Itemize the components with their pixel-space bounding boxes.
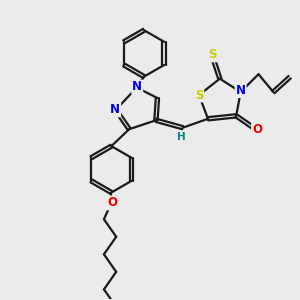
Text: H: H: [177, 132, 186, 142]
Text: O: O: [252, 123, 262, 136]
Text: S: S: [208, 48, 217, 62]
Text: N: N: [132, 80, 142, 94]
Text: S: S: [195, 88, 203, 101]
Text: N: N: [110, 103, 120, 116]
Text: N: N: [236, 84, 246, 97]
Text: O: O: [107, 196, 117, 209]
